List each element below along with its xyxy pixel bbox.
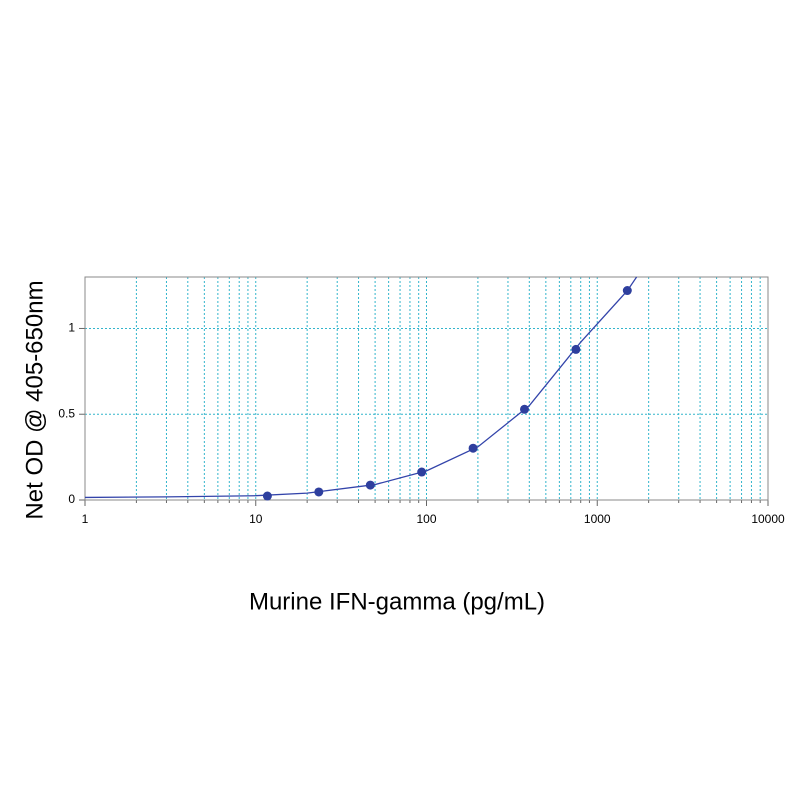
x-tick-label: 1 [82, 512, 89, 526]
data-point [417, 467, 427, 477]
x-tick-label: 10 [249, 512, 263, 526]
data-point [571, 344, 581, 354]
data-point [468, 443, 478, 453]
data-point [622, 286, 632, 296]
data-point [314, 487, 324, 497]
data-point [365, 480, 375, 490]
x-axis-title: Murine IFN-gamma (pg/mL) [249, 588, 545, 615]
y-axis-title: Net OD @ 405-650nm [21, 280, 48, 519]
y-tick-label: 0 [68, 492, 75, 506]
fit-curve [84, 276, 638, 499]
x-tick-label: 10000 [751, 512, 785, 526]
y-tick-label: 0.5 [58, 406, 75, 420]
x-tick-label: 1000 [584, 512, 611, 526]
plot-frame [84, 276, 769, 501]
data-point [262, 491, 272, 501]
x-tick-label: 100 [416, 512, 436, 526]
data-point [520, 404, 530, 414]
y-tick-label: 1 [68, 321, 75, 335]
